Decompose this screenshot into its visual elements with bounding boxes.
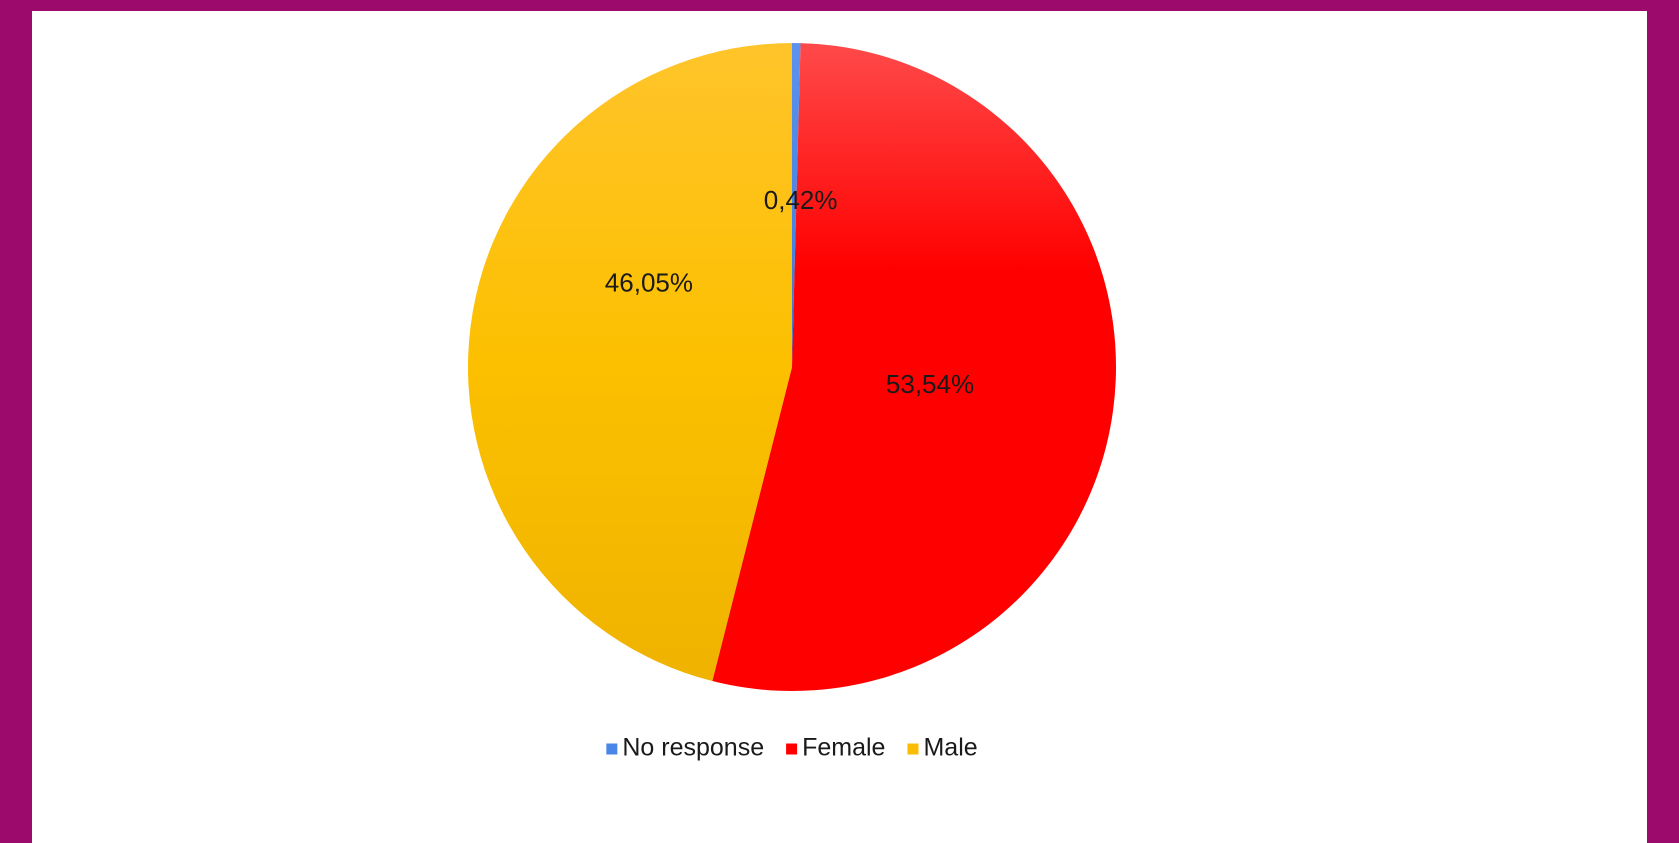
slice-label-male: 46,05% (605, 267, 693, 297)
legend-item-female: Female (786, 734, 885, 762)
slice-label-female: 53,54% (886, 369, 974, 399)
legend: No response Female Male (606, 734, 978, 762)
legend-label-female: Female (802, 734, 885, 762)
legend-item-no-response: No response (606, 734, 764, 762)
pie-slice-labels: 0,42% 53,54% 46,05% (605, 185, 974, 399)
pie-chart: 0,42% 53,54% 46,05% No response Female Male (467, 43, 1117, 762)
legend-label-no-response: No response (622, 734, 764, 762)
legend-swatch-female (786, 743, 798, 755)
legend-item-male: Male (907, 734, 978, 762)
pie-slice-female (712, 43, 1117, 691)
pie-slices (467, 43, 1117, 691)
legend-label-male: Male (923, 734, 977, 762)
slice-label-no-response: 0,42% (764, 185, 838, 215)
legend-swatch-male (907, 743, 919, 755)
chart-panel: 0,42% 53,54% 46,05% No response Female Male (32, 11, 1647, 843)
pie-slice-no-response (792, 43, 801, 367)
pie-slice-male (467, 43, 792, 682)
legend-swatch-no-response (606, 743, 618, 755)
